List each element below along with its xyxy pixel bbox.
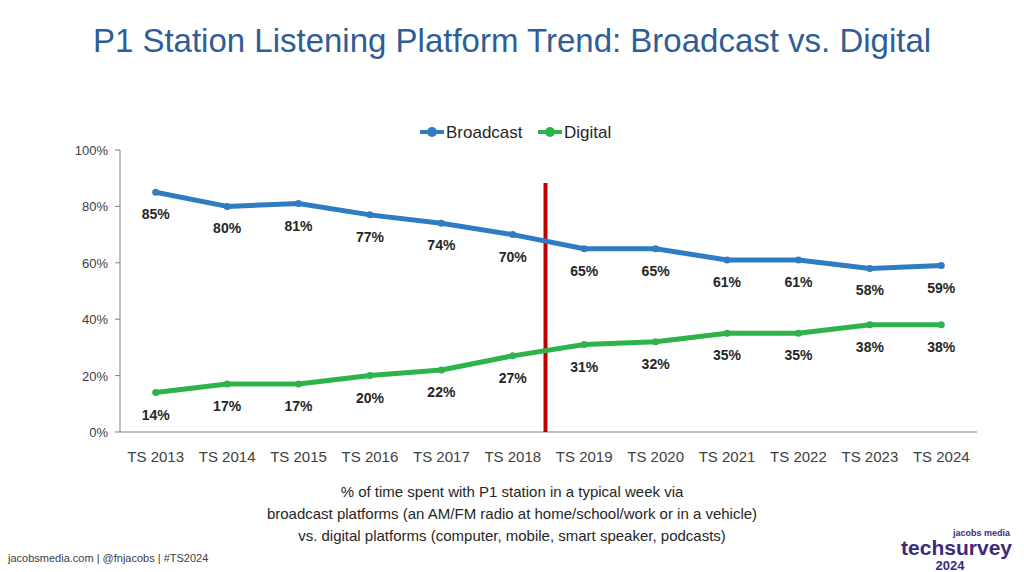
y-tick <box>115 206 120 207</box>
point <box>938 321 945 328</box>
data-label: 77% <box>356 229 385 245</box>
data-label: 31% <box>570 359 599 375</box>
point <box>581 341 588 348</box>
point <box>795 330 802 337</box>
point <box>724 330 731 337</box>
point <box>581 245 588 252</box>
data-label: 32% <box>642 356 671 372</box>
data-label: 14% <box>142 407 171 423</box>
caption: vs. digital platforms (computer, mobile,… <box>298 527 726 544</box>
logo-text: 2024 <box>936 558 966 572</box>
data-label: 27% <box>499 370 528 386</box>
chart: P1 Station Listening Platform Trend: Bro… <box>0 0 1024 572</box>
data-label: 58% <box>856 282 885 298</box>
data-label: 59% <box>927 280 956 296</box>
y-tick <box>115 375 120 376</box>
point <box>795 256 802 263</box>
point <box>152 389 159 396</box>
y-tick-label: 100% <box>75 143 109 158</box>
point <box>866 265 873 272</box>
point <box>509 231 516 238</box>
plot-marks <box>152 189 945 396</box>
caption: broadcast platforms (an AM/FM radio at h… <box>267 505 757 522</box>
point <box>938 262 945 269</box>
point <box>438 220 445 227</box>
point <box>509 352 516 359</box>
x-tick-label: TS 2017 <box>413 448 470 465</box>
point <box>366 211 373 218</box>
caption: % of time spent with P1 station in a typ… <box>341 483 684 500</box>
chart-root: P1 Station Listening Platform Trend: Bro… <box>0 0 1024 572</box>
y-tick <box>115 262 120 263</box>
y-tick-label: 80% <box>82 199 108 214</box>
divider <box>544 183 548 432</box>
y-tick-label: 40% <box>82 312 108 327</box>
point <box>724 256 731 263</box>
y-tick-label: 60% <box>82 256 108 271</box>
x-tick-label: TS 2016 <box>342 448 399 465</box>
data-label: 38% <box>856 339 885 355</box>
footer: jacobsmedia.com | @fnjacobs | #TS2024 <box>7 552 208 564</box>
series-line <box>156 325 942 393</box>
legend-swatch-marker <box>427 127 437 137</box>
x-tick-label: TS 2013 <box>127 448 184 465</box>
point <box>366 372 373 379</box>
data-label: 17% <box>285 398 314 414</box>
point <box>866 321 873 328</box>
title: P1 Station Listening Platform Trend: Bro… <box>93 22 931 59</box>
y-axis <box>120 150 121 432</box>
x-tick-label: TS 2018 <box>484 448 541 465</box>
data-label: 80% <box>213 220 242 236</box>
y-tick <box>115 319 120 320</box>
data-label: 81% <box>285 218 314 234</box>
legend-label: Digital <box>564 123 611 142</box>
point <box>224 203 231 210</box>
point <box>152 189 159 196</box>
data-label: 17% <box>213 398 242 414</box>
data-label: 61% <box>713 274 742 290</box>
x-tick-label: TS 2015 <box>270 448 327 465</box>
data-label: 35% <box>784 347 813 363</box>
y-tick <box>115 150 120 151</box>
legend-label: Broadcast <box>446 123 523 142</box>
logo-text: techsurvey <box>901 536 1012 559</box>
point <box>652 338 659 345</box>
data-label: 38% <box>927 339 956 355</box>
x-tick-label: TS 2021 <box>699 448 756 465</box>
x-tick-label: TS 2019 <box>556 448 613 465</box>
y-tick <box>115 432 120 433</box>
x-tick-label: TS 2023 <box>842 448 899 465</box>
data-label: 22% <box>427 384 456 400</box>
x-tick-label: TS 2014 <box>199 448 256 465</box>
x-tick-label: TS 2022 <box>770 448 827 465</box>
y-tick-label: 0% <box>89 425 108 440</box>
data-label: 65% <box>642 263 671 279</box>
point <box>295 381 302 388</box>
point <box>652 245 659 252</box>
point <box>295 200 302 207</box>
point <box>224 381 231 388</box>
x-axis <box>120 432 977 433</box>
data-label: 74% <box>427 237 456 253</box>
x-tick-label: TS 2024 <box>913 448 970 465</box>
data-label: 65% <box>570 263 599 279</box>
legend-swatch-marker <box>545 127 555 137</box>
data-label: 35% <box>713 347 742 363</box>
data-label: 85% <box>142 206 171 222</box>
data-label: 70% <box>499 249 528 265</box>
series-line <box>156 192 942 268</box>
data-label: 20% <box>356 390 385 406</box>
x-tick-label: TS 2020 <box>627 448 684 465</box>
y-tick-label: 20% <box>82 369 108 384</box>
data-label: 61% <box>784 274 813 290</box>
point <box>438 366 445 373</box>
